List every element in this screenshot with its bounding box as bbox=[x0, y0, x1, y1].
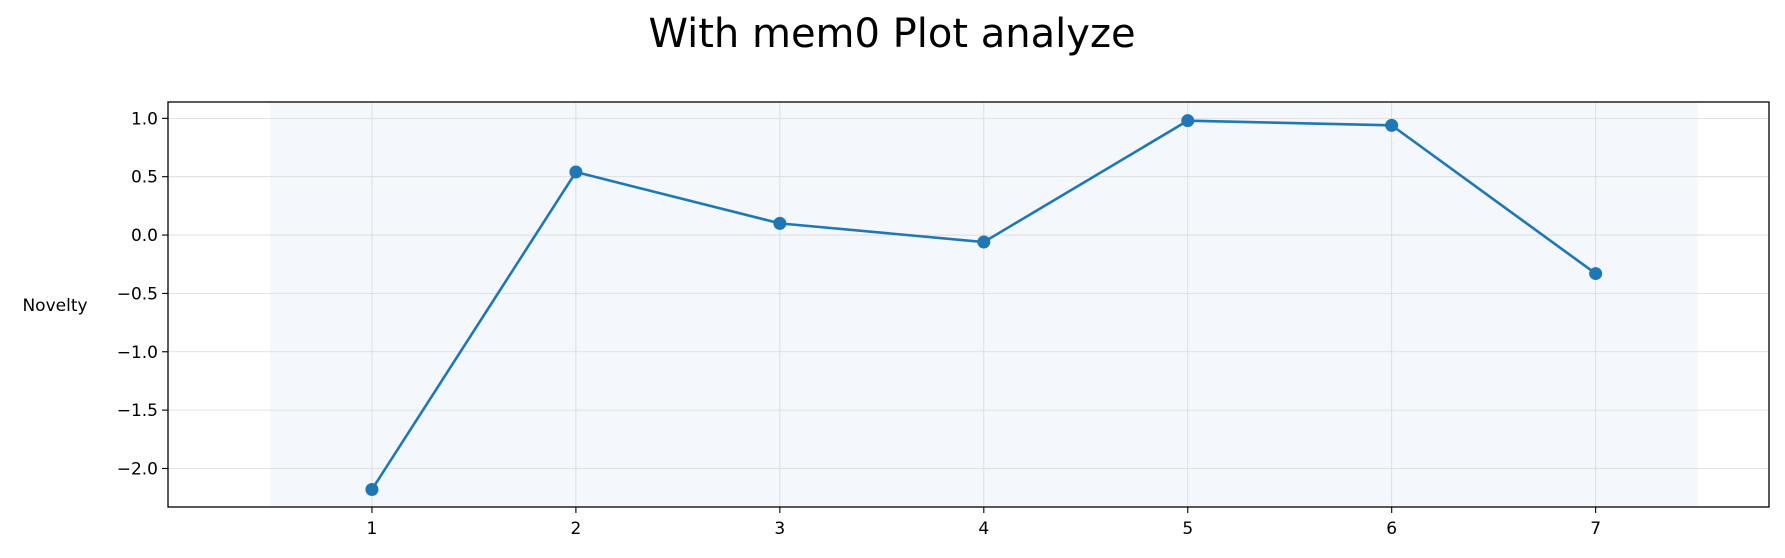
y-tick-label: −1.5 bbox=[117, 401, 158, 421]
x-tick-label: 5 bbox=[1182, 519, 1193, 539]
y-tick-label: 1.0 bbox=[131, 109, 158, 129]
x-tick-label: 3 bbox=[774, 519, 785, 539]
y-tick-label: 0.0 bbox=[131, 226, 158, 246]
data-point bbox=[569, 165, 583, 179]
chart-title: With mem0 Plot analyze bbox=[648, 11, 1135, 57]
y-axis-label: Novelty bbox=[22, 296, 87, 316]
data-point bbox=[977, 235, 991, 249]
y-tick-label: −2.0 bbox=[117, 459, 158, 479]
data-point bbox=[773, 216, 787, 230]
y-tick-label: −0.5 bbox=[117, 284, 158, 304]
x-tick-label: 2 bbox=[570, 519, 581, 539]
data-point bbox=[1181, 114, 1195, 128]
y-tick-label: −1.0 bbox=[117, 343, 158, 363]
axes-frame bbox=[167, 101, 1770, 508]
data-point bbox=[365, 482, 379, 496]
plot-area: 1 2 3 4 5 6 7 1.0 0.5 0.0 −0.5 −1.0 −1.5 −2.0 bbox=[117, 101, 1770, 539]
y-tick-label: 0.5 bbox=[131, 168, 158, 188]
data-point bbox=[1589, 267, 1603, 281]
x-tick-label: 6 bbox=[1386, 519, 1397, 539]
x-tick-label: 1 bbox=[367, 519, 378, 539]
x-tick-label: 4 bbox=[978, 519, 989, 539]
data-point bbox=[1385, 118, 1399, 132]
x-tick-label: 7 bbox=[1590, 519, 1601, 539]
